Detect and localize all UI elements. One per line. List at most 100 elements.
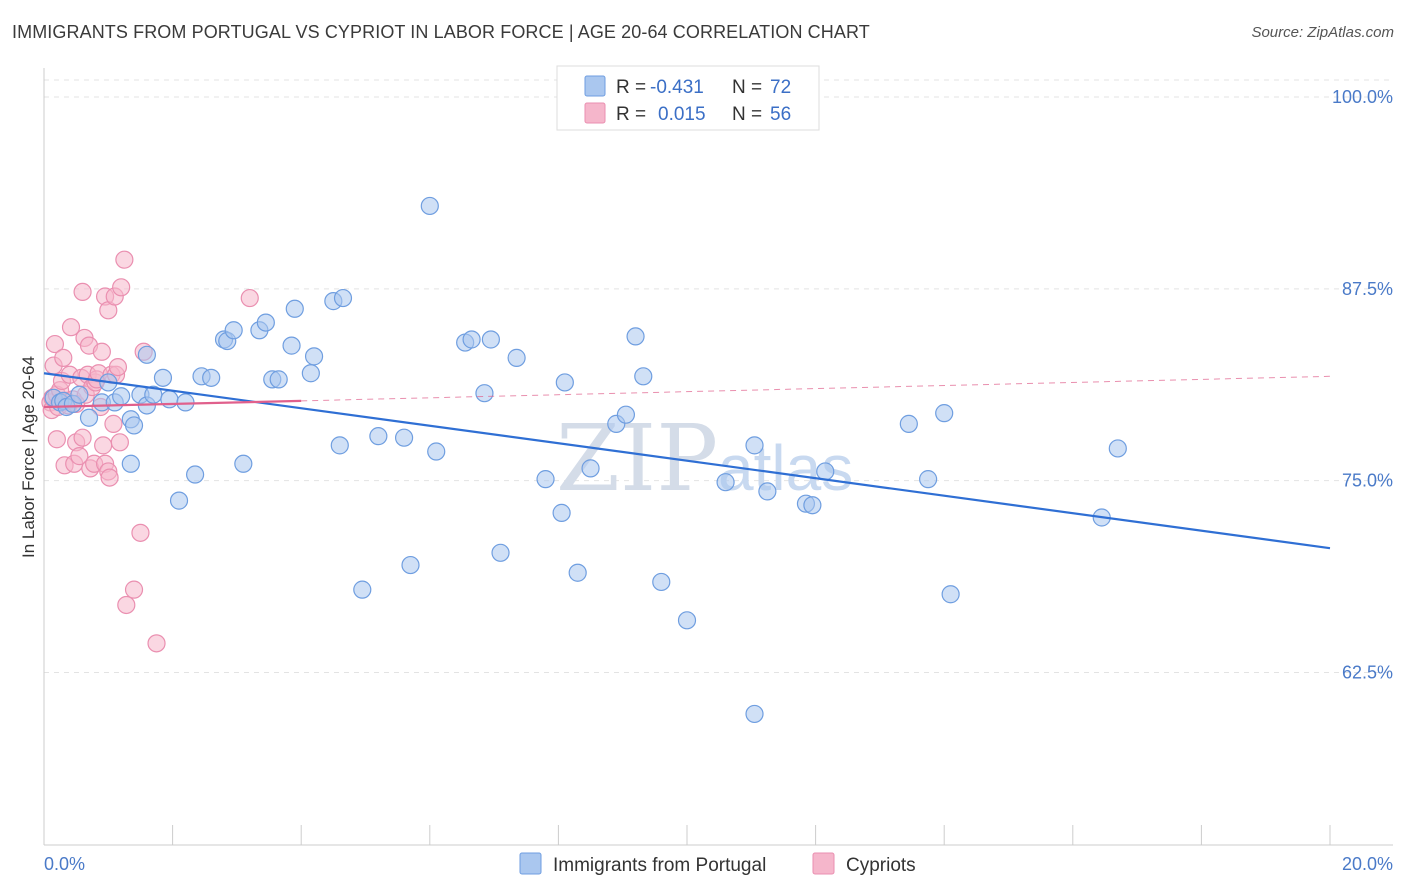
point-portugal xyxy=(153,368,173,387)
point-cypriots xyxy=(47,430,66,449)
legend-bottom: Immigrants from Portugal Cypriots xyxy=(519,852,916,876)
point-portugal xyxy=(401,555,420,575)
legend-swatch-portugal xyxy=(584,75,606,97)
point-cypriots xyxy=(110,433,129,452)
chart-title: IMMIGRANTS FROM PORTUGAL VS CYPRIOT IN L… xyxy=(12,22,870,42)
point-cypriots xyxy=(108,358,128,377)
watermark-zip: ZIP xyxy=(556,405,718,512)
legend-r-label: R = xyxy=(616,77,646,98)
point-portugal xyxy=(137,345,156,364)
point-portugal xyxy=(716,473,735,492)
legend-n-label: N = xyxy=(732,77,762,98)
axes xyxy=(43,68,1393,846)
point-portugal xyxy=(282,336,301,355)
legend-n-value: 72 xyxy=(770,77,791,98)
point-portugal xyxy=(333,288,353,308)
x-tick-label-max: 20.0% xyxy=(1342,854,1393,874)
point-portugal xyxy=(536,470,555,489)
point-portugal xyxy=(555,373,574,392)
point-cypriots xyxy=(147,634,166,653)
point-portugal xyxy=(941,585,960,604)
point-cypriots xyxy=(115,250,134,269)
trend-line-cypriots xyxy=(43,399,302,409)
y-tick-labels: 62.5% 75.0% 87.5% 100.0% xyxy=(1332,87,1393,683)
y-tick-label: 100.0% xyxy=(1332,87,1393,107)
point-portugal xyxy=(330,436,349,455)
point-portugal xyxy=(427,442,446,461)
y-tick-label: 75.0% xyxy=(1342,471,1393,491)
point-cypriots xyxy=(100,468,119,487)
point-portugal xyxy=(568,563,587,582)
gridlines xyxy=(44,79,1393,673)
point-cypriots xyxy=(70,447,89,466)
point-cypriots xyxy=(117,595,136,615)
point-portugal xyxy=(169,491,189,510)
point-cypriots xyxy=(240,288,259,308)
point-portugal xyxy=(394,428,414,447)
point-portugal xyxy=(626,327,645,346)
point-portugal xyxy=(803,496,822,515)
legend-swatch-cypriots xyxy=(584,102,606,124)
point-portugal xyxy=(475,384,494,403)
point-cypriots xyxy=(131,523,150,542)
point-portugal xyxy=(652,572,671,592)
point-cypriots xyxy=(112,278,131,297)
point-portugal xyxy=(552,503,571,522)
point-cypriots xyxy=(104,414,123,433)
point-portugal xyxy=(507,348,526,367)
legend-label-portugal: Immigrants from Portugal xyxy=(553,855,766,876)
point-portugal xyxy=(677,611,697,630)
point-portugal xyxy=(634,367,653,386)
point-portugal xyxy=(481,330,500,349)
legend-r-value: -0.431 xyxy=(650,77,704,98)
point-cypriots xyxy=(73,428,92,447)
series-cypriots xyxy=(41,250,259,653)
point-portugal xyxy=(70,385,89,404)
point-portugal xyxy=(745,436,764,455)
x-tick-label-min: 0.0% xyxy=(44,854,85,874)
point-cypriots xyxy=(54,348,73,367)
point-portugal xyxy=(919,470,938,489)
point-portugal xyxy=(121,454,140,473)
point-portugal xyxy=(224,321,243,340)
point-portugal xyxy=(234,454,253,473)
point-portugal xyxy=(1108,439,1127,458)
y-tick-label: 87.5% xyxy=(1342,279,1393,299)
point-portugal xyxy=(616,405,636,424)
point-portugal xyxy=(462,330,481,349)
point-portugal xyxy=(758,482,777,501)
point-portugal xyxy=(491,543,510,562)
point-portugal xyxy=(160,390,179,409)
point-portugal xyxy=(269,370,288,389)
legend-label-cypriots: Cypriots xyxy=(846,855,916,876)
legend-r-label: R = xyxy=(616,104,646,125)
legend-n-label: N = xyxy=(732,104,762,125)
x-tick-labels: 0.0% 20.0% xyxy=(44,854,1393,874)
point-portugal xyxy=(301,364,320,383)
point-portugal xyxy=(285,299,304,318)
point-cypriots xyxy=(45,334,65,354)
point-portugal xyxy=(899,414,918,433)
legend-n-value: 56 xyxy=(770,104,791,125)
legend-top: R = -0.431 N = 72 R = 0.015 N = 56 xyxy=(556,65,820,131)
point-portugal xyxy=(186,465,205,484)
legend-swatch-cypriots xyxy=(812,852,835,875)
legend-swatch-portugal xyxy=(519,852,542,875)
y-axis-title: In Labor Force | Age 20-64 xyxy=(19,356,38,558)
point-portugal xyxy=(353,580,372,599)
point-portugal xyxy=(745,704,764,724)
point-portugal xyxy=(420,196,439,216)
point-portugal xyxy=(369,427,388,446)
trend-lines xyxy=(43,372,1331,550)
point-portugal xyxy=(816,462,835,481)
trend-line-cypriots-extension xyxy=(301,375,1331,402)
point-portugal xyxy=(112,387,131,406)
point-portugal xyxy=(124,416,144,435)
point-portugal xyxy=(256,313,275,332)
point-portugal xyxy=(304,347,324,366)
point-cypriots xyxy=(61,318,81,337)
point-portugal xyxy=(202,368,221,387)
point-portugal xyxy=(935,404,954,423)
point-portugal xyxy=(581,459,600,478)
